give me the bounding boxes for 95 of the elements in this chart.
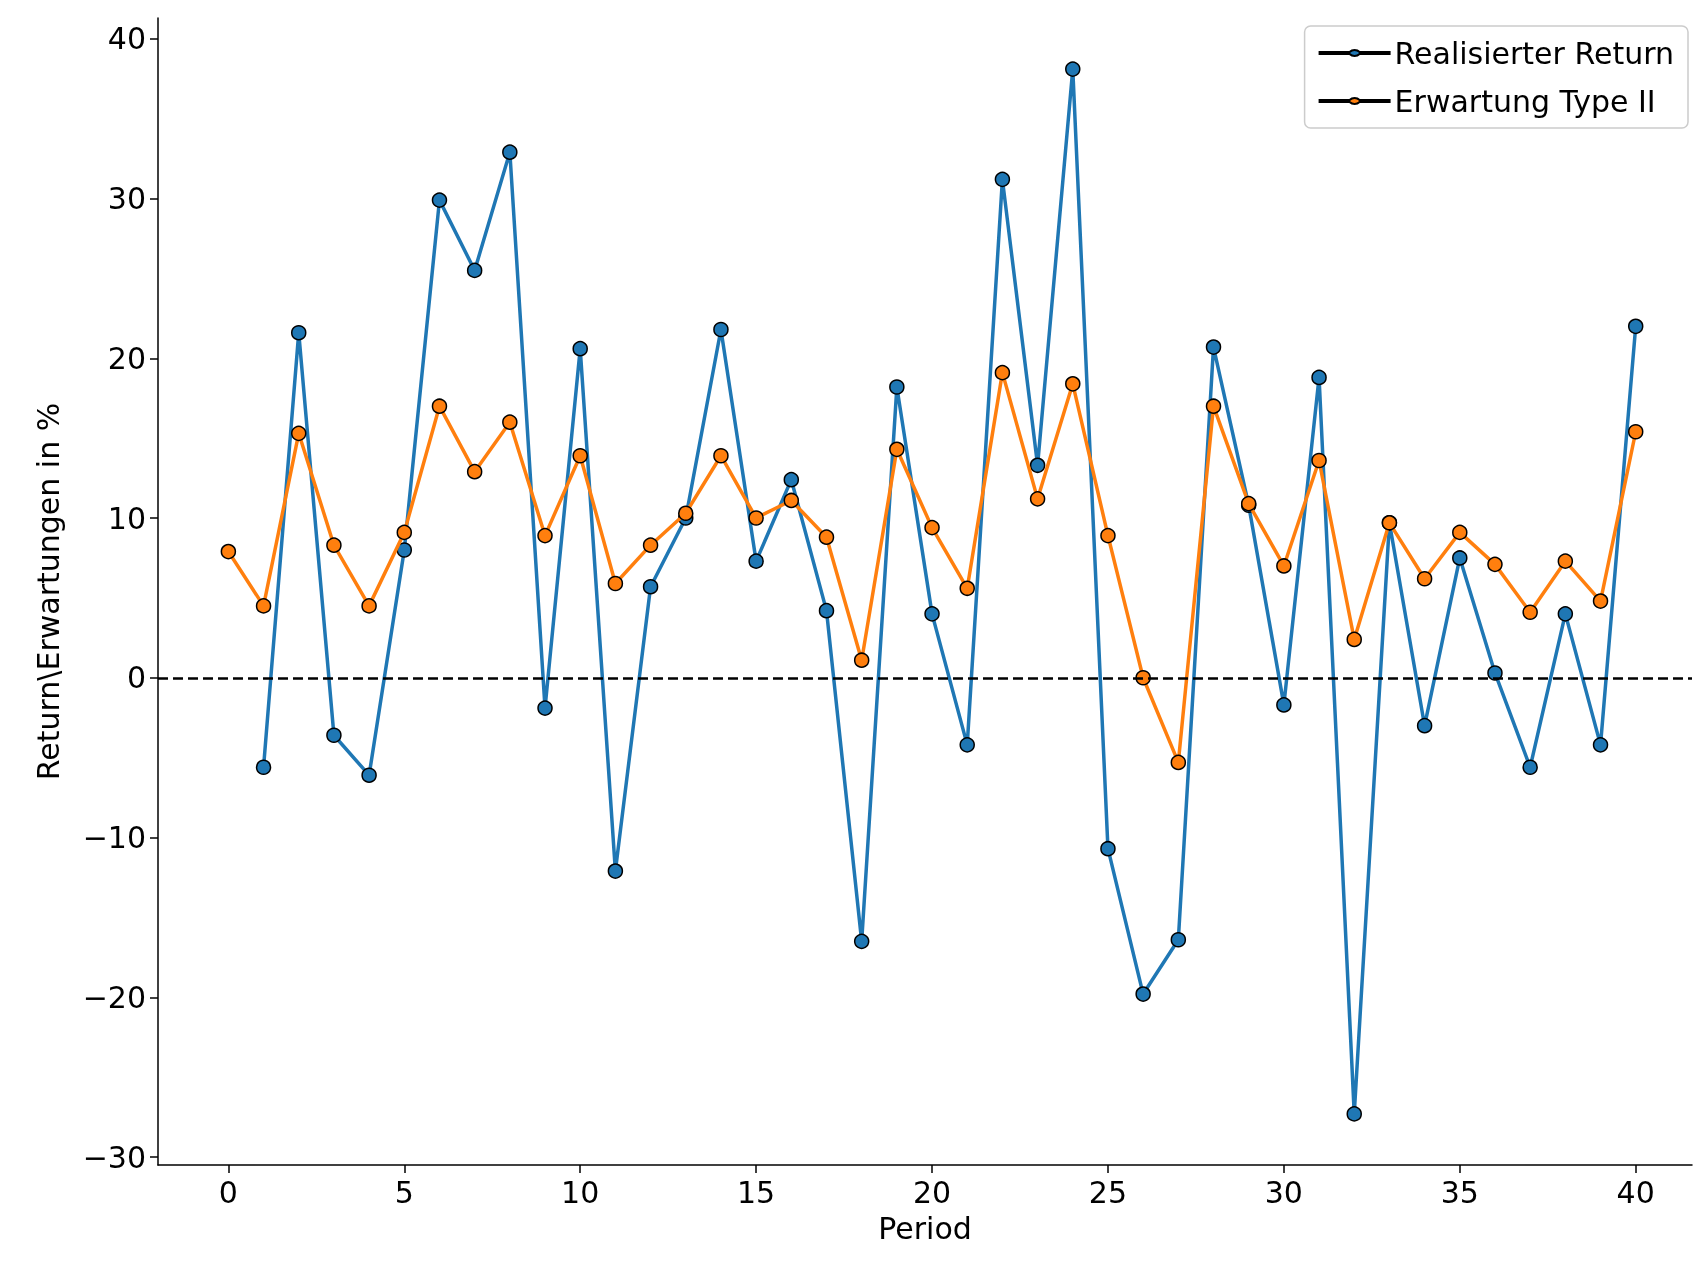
point bbox=[502, 414, 518, 430]
point bbox=[255, 759, 272, 775]
point bbox=[1627, 424, 1644, 440]
point bbox=[291, 324, 307, 341]
point bbox=[959, 737, 975, 753]
point bbox=[572, 447, 588, 464]
point bbox=[607, 575, 624, 592]
x-tick-label: 30 bbox=[1264, 1174, 1303, 1210]
point bbox=[924, 519, 940, 536]
point bbox=[1452, 524, 1468, 541]
point bbox=[889, 379, 905, 395]
point bbox=[326, 727, 342, 744]
point bbox=[1029, 457, 1046, 474]
point bbox=[572, 340, 588, 357]
point bbox=[1346, 1106, 1362, 1122]
point bbox=[255, 598, 272, 614]
point bbox=[853, 652, 870, 668]
y-tick-label: 0 bbox=[126, 660, 146, 696]
point bbox=[361, 598, 377, 614]
x-tick-label: 0 bbox=[218, 1174, 238, 1210]
point bbox=[1100, 840, 1116, 857]
point bbox=[1065, 61, 1081, 77]
point bbox=[326, 537, 342, 553]
point bbox=[1311, 369, 1327, 386]
y-tick-label: −30 bbox=[82, 1139, 146, 1175]
point bbox=[1170, 932, 1187, 948]
point bbox=[537, 700, 553, 716]
point bbox=[1592, 593, 1609, 609]
point bbox=[1170, 754, 1187, 771]
point bbox=[1029, 491, 1046, 507]
point bbox=[1522, 604, 1538, 621]
point bbox=[220, 543, 237, 560]
point bbox=[1627, 318, 1644, 335]
point bbox=[396, 524, 413, 541]
point bbox=[431, 398, 448, 414]
point bbox=[853, 933, 870, 950]
point bbox=[537, 527, 553, 544]
point bbox=[1065, 376, 1081, 392]
point bbox=[1205, 339, 1222, 355]
point bbox=[713, 447, 729, 464]
point bbox=[466, 463, 483, 480]
point bbox=[1205, 398, 1222, 414]
point bbox=[713, 321, 729, 338]
point bbox=[431, 192, 448, 208]
point bbox=[642, 578, 659, 595]
point bbox=[783, 471, 800, 488]
y-tick-label: 20 bbox=[107, 340, 146, 376]
point bbox=[818, 529, 835, 545]
point bbox=[1592, 737, 1609, 753]
point bbox=[818, 602, 835, 619]
x-tick-label: 10 bbox=[561, 1174, 600, 1210]
point bbox=[678, 505, 694, 521]
x-tick-label: 35 bbox=[1440, 1174, 1479, 1210]
legend-label: Realisierter Return bbox=[1394, 35, 1674, 71]
point bbox=[1276, 558, 1292, 574]
point bbox=[959, 580, 975, 597]
x-tick-label: 15 bbox=[737, 1174, 776, 1210]
x-tick-label: 40 bbox=[1616, 1174, 1655, 1210]
point bbox=[361, 767, 377, 783]
point bbox=[607, 863, 624, 879]
point bbox=[291, 425, 307, 442]
point bbox=[994, 171, 1011, 188]
y-tick-label: 40 bbox=[107, 21, 146, 57]
point bbox=[1522, 759, 1538, 775]
point bbox=[396, 542, 413, 558]
y-tick-label: −20 bbox=[82, 979, 146, 1015]
y-axis-title: Return\Erwartungen in % bbox=[30, 402, 66, 781]
point bbox=[748, 553, 764, 569]
point bbox=[1416, 570, 1433, 587]
y-tick-label: 30 bbox=[107, 181, 146, 217]
x-tick-label: 25 bbox=[1088, 1174, 1128, 1210]
x-tick-label: 20 bbox=[912, 1174, 952, 1210]
point bbox=[1135, 986, 1151, 1002]
point bbox=[889, 441, 905, 458]
point bbox=[1346, 631, 1362, 648]
point bbox=[1416, 717, 1433, 734]
point bbox=[1557, 553, 1574, 569]
point bbox=[1557, 606, 1574, 622]
point bbox=[1487, 556, 1503, 573]
legend-label: Erwartung Type II bbox=[1394, 83, 1656, 119]
point bbox=[783, 492, 800, 509]
point bbox=[642, 537, 659, 553]
y-tick-label: 10 bbox=[107, 500, 146, 536]
point bbox=[924, 606, 940, 622]
x-axis-title: Period bbox=[878, 1210, 972, 1246]
point bbox=[1311, 452, 1327, 469]
x-tick-label: 5 bbox=[394, 1174, 414, 1210]
point bbox=[466, 262, 483, 279]
point bbox=[748, 510, 764, 526]
point bbox=[502, 144, 518, 160]
y-tick-label: −10 bbox=[82, 820, 146, 856]
point bbox=[1100, 527, 1116, 544]
point bbox=[994, 364, 1011, 381]
point bbox=[1276, 697, 1292, 713]
point bbox=[1452, 550, 1468, 566]
